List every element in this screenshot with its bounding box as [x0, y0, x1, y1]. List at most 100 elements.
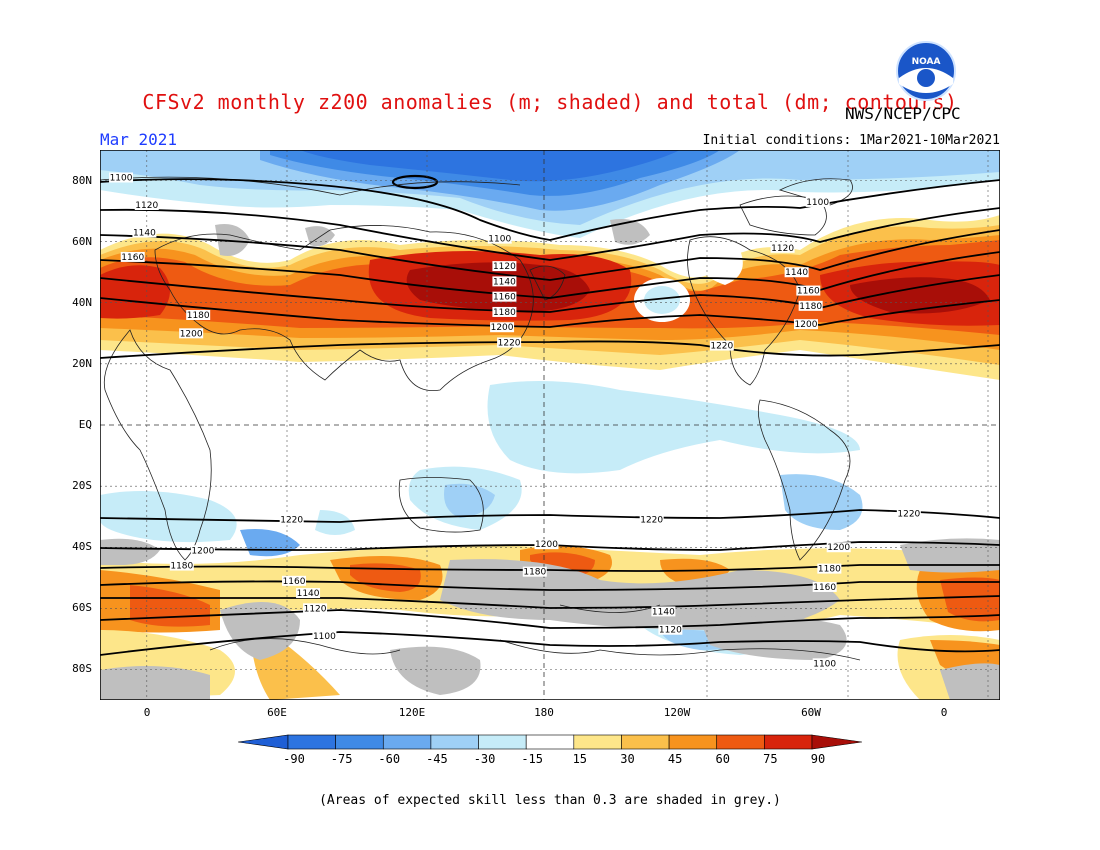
colorbar-cell: [430, 734, 479, 750]
contour-label-bg: [312, 630, 337, 641]
skill-footnote: (Areas of expected skill less than 0.3 a…: [319, 793, 781, 808]
contour-label-bg: [186, 310, 211, 320]
contour-label-bg: [796, 285, 821, 296]
contour-label-bg: [826, 542, 851, 553]
contour-label: 1180: [493, 308, 516, 318]
contour-label: 1120: [771, 244, 794, 254]
contour-label: 1200: [180, 329, 203, 339]
lon-label: 0: [143, 706, 151, 719]
contour-label-bg: [805, 196, 830, 207]
contour-label: 1200: [795, 320, 818, 330]
lat-label: 40S: [72, 540, 92, 553]
contour-label: 1160: [813, 583, 836, 593]
colorbar-cell: [525, 734, 575, 750]
contour-label: 1180: [170, 562, 193, 572]
chart-title: CFSv2 monthly z200 anomalies (m; shaded)…: [142, 90, 958, 114]
contour-label-bg: [817, 563, 842, 574]
contour-label: 1100: [110, 174, 133, 184]
contour-label-bg: [639, 514, 664, 525]
colorbar-cell: [382, 734, 432, 750]
contour-label: 1120: [493, 262, 516, 272]
contour-label-bg: [492, 291, 517, 302]
contour-label-bg: [296, 588, 321, 599]
colorbar-cell: [668, 734, 718, 750]
contour-label-bg: [709, 340, 734, 351]
contour-label: 1160: [121, 253, 144, 263]
colorbar-label: -60: [378, 752, 401, 766]
tropical-negative-anomaly: [100, 381, 863, 557]
colorbar-label: 90: [810, 752, 826, 766]
contour-label-bg: [812, 581, 837, 592]
colorbar-label: 30: [620, 752, 635, 766]
contour-label: 1120: [304, 604, 327, 614]
contour-label: 1160: [283, 577, 306, 587]
contour-label-bg: [497, 337, 522, 348]
contour-label-bg: [534, 539, 559, 550]
contour-label-bg: [190, 545, 215, 556]
lat-label: EQ: [78, 418, 92, 431]
contour-label-bg: [120, 251, 145, 262]
contour-label: 1100: [813, 659, 836, 669]
colorbar-cell: [764, 734, 813, 750]
contour-label-bg: [492, 276, 517, 287]
contour-label-bg: [282, 575, 307, 586]
contour-label-bg: [793, 319, 818, 330]
lat-label: 80N: [72, 174, 92, 187]
colorbar-label: -75: [330, 752, 353, 766]
contour-label: 1200: [827, 543, 850, 553]
contour-label: 1160: [797, 287, 820, 297]
colorbar-label: 45: [667, 752, 683, 766]
contour-label-bg: [132, 227, 157, 238]
svg-text:NOAA: NOAA: [912, 57, 941, 67]
colorbar-cell: [335, 734, 384, 750]
lat-label: 40N: [72, 296, 92, 309]
contour-label-bg: [798, 300, 823, 311]
contour-label-bg: [490, 322, 515, 333]
colorbar-label: 15: [572, 752, 588, 766]
contour-label: 1140: [652, 607, 675, 617]
noaa-logo: NOAA: [896, 41, 956, 101]
contour-label: 1200: [191, 546, 214, 556]
contour-label-bg: [770, 242, 795, 253]
contour-label-bg: [492, 261, 517, 272]
contour-label-bg: [492, 306, 517, 317]
lat-label: 80S: [72, 662, 92, 675]
contour-label-bg: [812, 658, 837, 669]
lat-label: 20S: [72, 479, 92, 492]
contour-label: 1140: [493, 277, 516, 287]
lat-label: 60N: [72, 235, 92, 248]
lon-label: 120E: [398, 706, 426, 719]
lon-label: 180: [534, 706, 554, 719]
contour-label: 1220: [897, 510, 920, 520]
contour-label-bg: [169, 560, 194, 571]
contour-label-bg: [279, 514, 304, 525]
contour-label: 1220: [640, 516, 663, 526]
contour-label: 1120: [659, 626, 682, 636]
colorbar-cell: [287, 734, 336, 750]
colorbar-cell: [478, 734, 527, 750]
contour-label: 1200: [535, 540, 558, 550]
contour-label-bg: [522, 566, 547, 577]
contour-label-bg: [784, 267, 809, 278]
contour-label: 1140: [297, 589, 320, 599]
contour-label: 1180: [187, 311, 210, 321]
contour-label: 1220: [498, 339, 521, 349]
colorbar-label: 60: [715, 752, 730, 766]
contour-label: 1100: [313, 632, 336, 642]
contour-label-bg: [109, 172, 134, 183]
lon-label: 0: [940, 706, 948, 719]
contour-label: 1180: [523, 568, 546, 578]
colorbar-label: -15: [521, 752, 544, 766]
colorbar-label: -30: [473, 752, 496, 766]
map-panel: 1100 1120 1140 1160 1180 1200 1100 1120 1140 1160…: [100, 150, 1000, 700]
contour-label-bg: [303, 603, 328, 614]
contour-label: 1140: [785, 268, 808, 278]
lon-label: 60W: [801, 706, 821, 719]
colorbar: [238, 734, 862, 750]
contour-label-bg: [134, 200, 159, 210]
contour-label-bg: [896, 508, 921, 519]
contour-label-bg: [651, 606, 676, 617]
contour-label: 1220: [710, 342, 733, 352]
contour-label: 1100: [806, 198, 829, 208]
lat-label: 60S: [72, 601, 92, 614]
